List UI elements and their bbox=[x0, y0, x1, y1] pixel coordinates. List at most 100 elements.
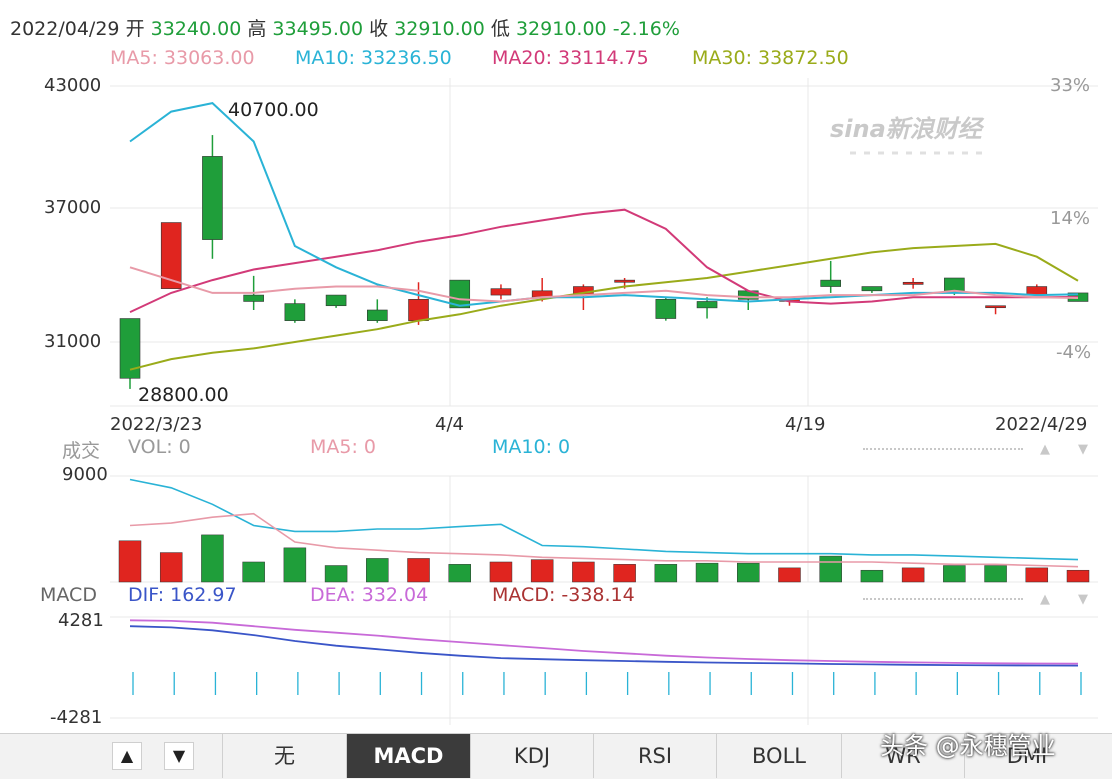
high-value: 33495.00 bbox=[272, 18, 364, 40]
candle-body bbox=[902, 281, 924, 285]
ma20-legend: MA20: 33114.75 bbox=[492, 47, 649, 69]
close-value: 32910.00 bbox=[394, 18, 485, 40]
ma5-line bbox=[129, 266, 1079, 303]
candle-body bbox=[160, 222, 182, 289]
volume-bar bbox=[159, 552, 183, 583]
date-tick-d1: 4/4 bbox=[435, 414, 464, 435]
volume-bar bbox=[737, 562, 760, 583]
macd-panel-label: MACD bbox=[40, 584, 97, 606]
ma5-legend: MA5: 33063.00 bbox=[110, 47, 255, 69]
volume-bar bbox=[448, 564, 471, 583]
candle-body bbox=[243, 294, 264, 302]
candle-body bbox=[408, 299, 429, 321]
sina-logo: sina新浪财经 bbox=[830, 115, 985, 155]
pct-tick-top: 33% bbox=[1050, 75, 1091, 96]
vol-ma5-legend: MA5: 0 bbox=[310, 436, 377, 458]
low-label: 低 bbox=[490, 18, 510, 40]
max-price-annotation: 40700.00 bbox=[228, 99, 319, 121]
candle-body bbox=[490, 288, 512, 296]
volume-bar bbox=[695, 562, 719, 583]
macd-legend: MACD: -338.14 bbox=[492, 584, 635, 606]
ma30-line bbox=[129, 242, 1079, 371]
tab-kdj[interactable]: KDJ bbox=[470, 734, 593, 778]
price-tick-low: 31000 bbox=[44, 331, 102, 352]
date-tick-end: 2022/4/29 bbox=[995, 414, 1088, 435]
dea-legend: DEA: 332.04 bbox=[310, 584, 429, 606]
volume-bar bbox=[1025, 567, 1049, 583]
macd-tick-bottom: -4281 bbox=[50, 707, 103, 728]
date-tick-start: 2022/3/23 bbox=[110, 414, 203, 435]
tab-boll[interactable]: BOLL bbox=[716, 734, 841, 778]
dea-line bbox=[129, 619, 1079, 665]
volume-bar bbox=[242, 561, 265, 583]
volume-bar bbox=[1066, 569, 1090, 583]
price-tick-top: 43000 bbox=[44, 75, 102, 96]
volume-bar bbox=[613, 564, 636, 583]
volume-bar bbox=[201, 534, 224, 583]
change-value: -2.16% bbox=[612, 18, 680, 40]
volume-bar bbox=[324, 565, 348, 583]
volume-bar bbox=[407, 558, 430, 583]
volume-bar bbox=[901, 567, 925, 583]
candle-body bbox=[202, 156, 223, 240]
volume-panel-label: 成交 bbox=[62, 440, 101, 462]
tab-rsi[interactable]: RSI bbox=[593, 734, 716, 778]
vol-scroll-up-icon[interactable]: ▲ bbox=[1040, 442, 1050, 457]
macd-settings-dots bbox=[863, 598, 1023, 602]
tab-wr[interactable]: WR bbox=[841, 734, 964, 778]
volume-bar bbox=[943, 565, 966, 583]
macd-lines bbox=[129, 619, 1079, 667]
volume-bar bbox=[283, 547, 307, 583]
macd-tick-top: 4281 bbox=[58, 610, 104, 631]
macd-histogram bbox=[132, 672, 1082, 695]
volume-ma-lines bbox=[129, 478, 1079, 568]
vol-ma10-line bbox=[129, 478, 1079, 561]
price-tick-mid: 37000 bbox=[44, 197, 102, 218]
volume-bar bbox=[118, 540, 142, 583]
pct-tick-low: -4% bbox=[1056, 342, 1092, 363]
open-value: 33240.00 bbox=[150, 18, 242, 40]
moving-average-lines bbox=[129, 102, 1079, 371]
candle-body bbox=[696, 301, 718, 309]
vol-tick-top: 9000 bbox=[62, 464, 108, 485]
watermark: 头条 @永穗管业 bbox=[880, 732, 1056, 760]
low-value: 32910.00 bbox=[515, 18, 607, 40]
candle-body bbox=[325, 294, 347, 307]
quote-date: 2022/04/29 bbox=[10, 18, 120, 40]
volume-bar bbox=[860, 569, 884, 583]
close-label: 收 bbox=[369, 18, 389, 40]
ma30-legend: MA30: 33872.50 bbox=[692, 47, 849, 69]
volume-bar bbox=[778, 567, 801, 583]
kline-chart: sina新浪财经 bbox=[110, 78, 1098, 725]
vol-value: VOL: 0 bbox=[128, 436, 191, 458]
vol-ma10-legend: MA10: 0 bbox=[492, 436, 571, 458]
ma10-line bbox=[129, 102, 1079, 307]
volume-bar bbox=[654, 564, 678, 583]
pct-tick-mid: 14% bbox=[1050, 208, 1091, 229]
open-label: 开 bbox=[125, 18, 145, 40]
macd-scroll-up-icon[interactable]: ▲ bbox=[1040, 592, 1050, 607]
tab-macd[interactable]: MACD bbox=[346, 734, 470, 778]
macd-scroll-down-icon[interactable]: ▼ bbox=[1078, 592, 1088, 607]
volume-bar bbox=[572, 561, 595, 583]
vol-scroll-down-icon[interactable]: ▼ bbox=[1078, 442, 1088, 457]
vol-ma5-line bbox=[129, 512, 1079, 568]
tab-none[interactable]: 无 bbox=[222, 734, 346, 778]
ma20-line bbox=[129, 208, 1079, 314]
zoom-down-button[interactable]: ▼ bbox=[164, 742, 194, 770]
candle-body bbox=[367, 309, 388, 321]
volume-bar bbox=[489, 561, 513, 583]
volume-bar bbox=[530, 559, 554, 583]
quote-header: 2022/04/29 开 33240.00 高 33495.00 收 32910… bbox=[10, 14, 680, 41]
high-label: 高 bbox=[247, 18, 267, 40]
tab-dmi[interactable]: DMI bbox=[964, 734, 1089, 778]
dif-line bbox=[129, 625, 1079, 667]
volume-settings-dots bbox=[863, 448, 1023, 452]
candle-body bbox=[119, 318, 141, 379]
min-price-annotation: 28800.00 bbox=[138, 384, 229, 406]
volume-bar bbox=[819, 555, 842, 583]
zoom-up-button[interactable]: ▲ bbox=[112, 742, 142, 770]
candle-body bbox=[284, 303, 306, 321]
candle-body bbox=[614, 279, 635, 283]
date-tick-d2: 4/19 bbox=[785, 414, 826, 435]
